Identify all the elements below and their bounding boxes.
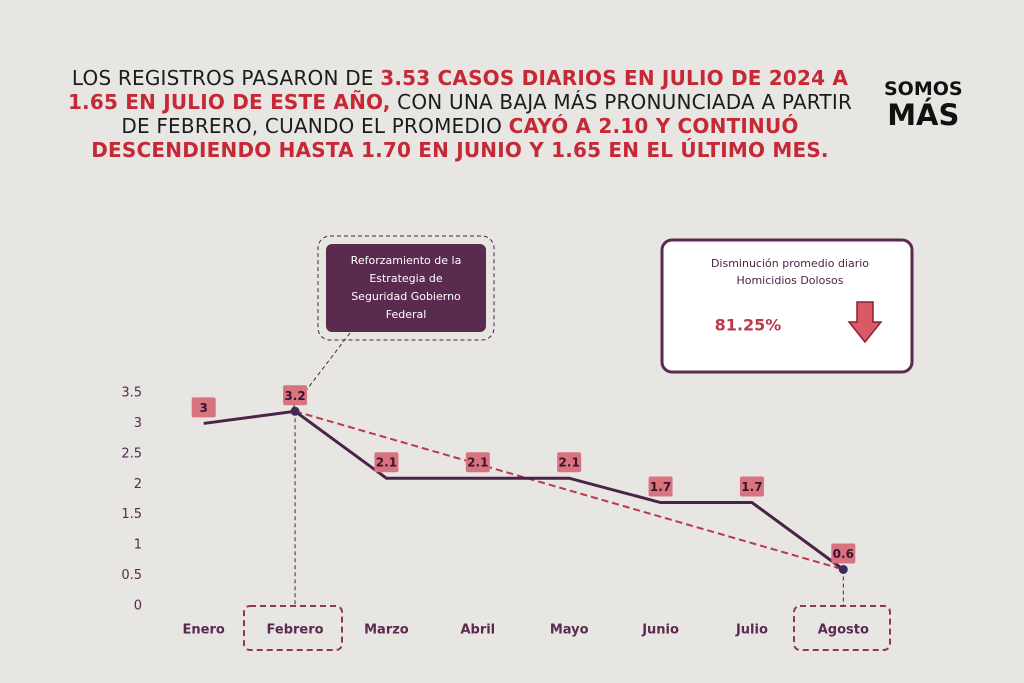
value-label: 2.1: [559, 456, 580, 470]
x-tick-label: Agosto: [818, 623, 869, 638]
kpi-title: Disminución promedio diario: [711, 257, 869, 270]
x-tick-label: Abril: [460, 623, 495, 638]
value-label-box: [465, 452, 490, 473]
y-tick-label: 3.5: [121, 386, 142, 401]
callout-text: Estrategia de: [369, 272, 443, 285]
value-label-box: [191, 397, 216, 418]
headline-highlight: 3.53 CASOS DIARIOS EN JULIO DE 2024 A 1.…: [67, 66, 849, 114]
headline-text: LOS REGISTROS PASARON DE: [71, 66, 381, 90]
y-tick-label: 1: [134, 538, 142, 553]
highlight-frame: [793, 605, 891, 651]
logo-line: SOMOS: [884, 78, 963, 100]
callout-text: Seguridad Gobierno: [351, 290, 461, 303]
down-arrow-icon: [847, 301, 883, 344]
headline-highlight: CAYÓ A 2.10 Y CONTINUÓ DESCENDIENDO HAST…: [91, 114, 829, 162]
data-line: [203, 409, 845, 571]
x-tick-label: Junio: [641, 623, 679, 638]
kpi-title: Homicidios Dolosos: [736, 274, 843, 287]
y-tick-label: 1.5: [121, 507, 142, 522]
y-tick-label: 0: [134, 599, 142, 614]
callout-text: Reforzamiento de la: [351, 254, 462, 267]
value-label: 1.7: [741, 480, 762, 494]
callout-text: Federal: [386, 308, 427, 321]
headline: LOS REGISTROS PASARON DE 3.53 CASOS DIAR…: [60, 66, 860, 162]
value-label-box: [739, 476, 764, 497]
y-tick-label: 2.5: [121, 446, 142, 461]
headline-text: CON UNA BAJA MÁS PRONUNCIADA A PARTIR DE…: [121, 90, 853, 138]
value-label-box: [557, 452, 582, 473]
value-label: 2.1: [467, 456, 488, 470]
value-label: 3: [200, 401, 208, 415]
value-label-box: [283, 385, 308, 406]
value-label: 2.1: [376, 456, 397, 470]
y-tick-label: 2: [134, 477, 142, 492]
point-marker: [290, 406, 300, 416]
logo: SOMOS MÁS: [884, 78, 963, 130]
x-tick-label: Marzo: [364, 623, 409, 638]
x-tick-label: Enero: [183, 623, 225, 638]
y-tick-label: 3: [134, 416, 142, 431]
highlight-frame: [243, 605, 343, 651]
logo-line: MÁS: [887, 98, 960, 132]
x-tick-label: Mayo: [550, 623, 589, 638]
kpi-box: [660, 238, 914, 374]
trend-line: [294, 410, 844, 571]
point-marker: [838, 564, 848, 574]
x-tick-label: Julio: [735, 623, 768, 638]
value-label-box: [831, 543, 856, 564]
callout-frame: [317, 235, 495, 341]
value-label-box: [374, 452, 399, 473]
value-label: 0.6: [833, 547, 854, 561]
kpi-value: 81.25%: [715, 316, 782, 335]
y-tick-label: 0.5: [121, 568, 142, 583]
x-tick-label: Febrero: [267, 623, 324, 638]
value-label-box: [648, 476, 673, 497]
value-label: 1.7: [650, 480, 671, 494]
value-label: 3.2: [284, 389, 305, 403]
callout-box: [326, 244, 486, 332]
